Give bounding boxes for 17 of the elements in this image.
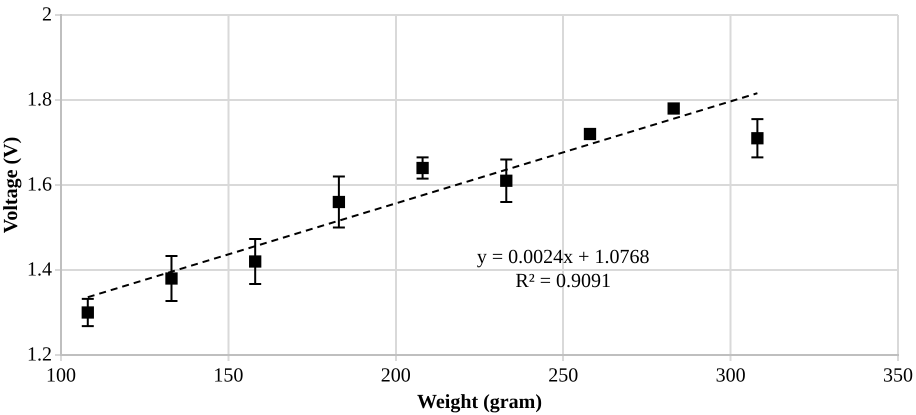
x-tick-label: 350 [883,364,913,386]
point [668,102,680,115]
x-tick-label: 300 [716,364,746,386]
y-tick-label: 1.4 [27,258,52,280]
y-tick-label: 1.2 [27,343,52,366]
y-tick-label: 2 [42,3,52,26]
annotation: y = 0.0024x + 1.0768 [476,246,650,270]
x-tick-label: 150 [213,364,244,386]
x-tick-label: 100 [46,364,76,386]
y-tick-label: 1.8 [27,88,52,110]
point [584,128,596,140]
x-tick-label: 250 [548,364,578,386]
y-axis-title: Voltage (V) [0,136,22,234]
x-axis-title: Weight (gram) [417,391,542,414]
x-tick-label: 200 [380,364,411,386]
annotation: R² = 0.9091 [515,270,611,294]
y-tick-label: 1.6 [27,173,52,196]
